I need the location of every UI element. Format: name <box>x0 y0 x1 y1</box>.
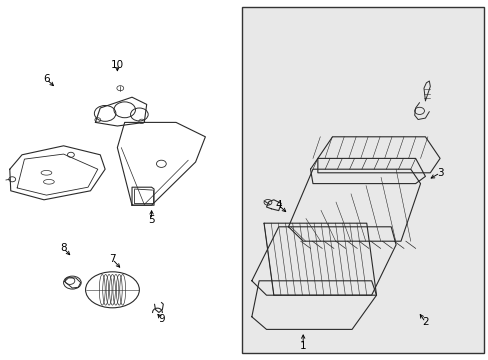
Text: 2: 2 <box>421 317 428 327</box>
Text: 3: 3 <box>436 168 443 178</box>
Text: 10: 10 <box>111 60 123 70</box>
Text: 6: 6 <box>43 74 50 84</box>
Text: 8: 8 <box>60 243 67 253</box>
Text: 7: 7 <box>109 254 116 264</box>
Text: 4: 4 <box>275 200 282 210</box>
Text: 1: 1 <box>299 341 306 351</box>
Text: 5: 5 <box>148 215 155 225</box>
Text: 9: 9 <box>158 314 164 324</box>
Bar <box>242 7 483 353</box>
